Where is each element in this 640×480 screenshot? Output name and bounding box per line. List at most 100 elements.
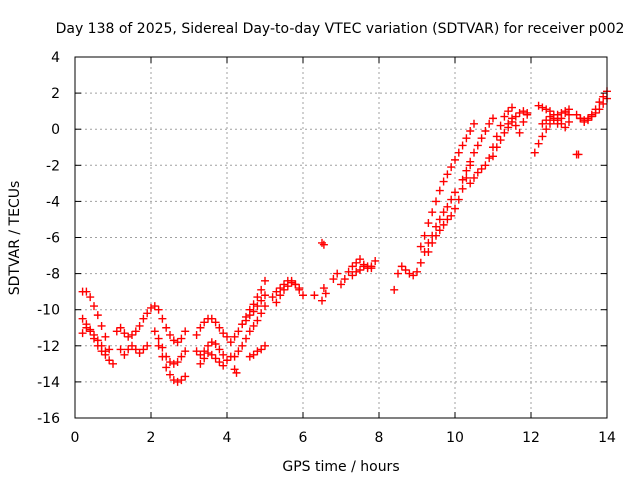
data-point [363,262,372,271]
data-point [401,265,410,274]
data-point [348,271,357,280]
data-point [561,108,570,117]
x-tick-label: 6 [299,430,308,446]
data-point [451,188,459,197]
x-tick-label: 2 [147,430,156,446]
data-point [565,105,573,114]
series-trace-d [112,303,155,341]
data-point [242,316,250,325]
data-point [466,179,475,188]
data-point [101,332,110,341]
data-point [139,345,148,354]
data-point [462,166,471,175]
data-point [158,343,167,352]
data-point [234,347,243,356]
data-point [599,92,608,101]
data-point [473,168,482,177]
data-point [435,186,444,195]
data-point [147,303,155,312]
data-point [268,293,277,302]
data-point [245,311,254,320]
x-tick-label: 4 [223,430,232,446]
data-point [245,327,254,336]
data-point [565,117,573,126]
data-point [158,352,167,361]
data-point [192,330,201,339]
data-point [90,330,98,339]
data-point [542,125,551,134]
y-tick-label: 2 [51,86,60,102]
data-point [481,127,490,136]
data-point [340,275,349,284]
data-point [223,332,231,341]
data-point [451,155,459,164]
data-point [591,105,600,114]
data-point [485,154,494,163]
series-trace-t [352,262,406,294]
data-point [200,318,209,327]
y-tick-label: -16 [37,411,60,427]
series-trace-j [192,338,231,365]
data-point [200,347,209,356]
data-point [546,119,554,128]
data-point [458,175,467,184]
data-point [416,258,425,267]
data-point [519,117,528,126]
data-point [204,341,212,350]
data-point [177,376,186,385]
x-tick-label: 12 [522,430,540,446]
data-point [166,370,174,379]
data-point [470,119,478,128]
data-point [454,195,463,204]
data-point [200,354,209,363]
data-point [169,376,178,385]
data-point [447,211,456,220]
data-point [405,269,414,278]
data-point [439,177,448,186]
data-point [352,258,361,267]
x-tick-label: 8 [375,430,384,446]
data-point [500,128,509,137]
data-point [238,341,247,350]
data-point [219,350,228,359]
y-tick-label: -12 [37,339,60,355]
data-point [511,112,520,121]
data-point [458,184,467,193]
x-axis-title: GPS time / hours [282,459,399,475]
data-point [82,287,91,296]
data-point [215,345,224,354]
data-point [234,327,243,336]
data-point [454,148,463,157]
data-point [546,112,554,121]
data-point [397,262,406,271]
data-point [462,173,471,182]
data-point [211,318,220,327]
data-point [166,330,174,339]
y-tick-label: 4 [51,50,60,66]
data-point [82,320,91,329]
data-point [173,377,182,386]
data-point [504,119,513,128]
data-point [249,307,258,316]
data-point [109,359,117,368]
data-point [371,256,380,265]
data-point [530,148,539,157]
data-point [143,341,152,350]
data-point [333,269,342,278]
data-point [447,195,456,204]
data-point [511,121,520,130]
data-point [318,296,326,305]
data-point [86,293,95,302]
series-trace-c [78,314,110,356]
data-point [242,334,250,343]
series-trace-aa [504,110,532,137]
series-trace-f [150,302,190,347]
y-axis-title: SDTVAR / TECUs [7,181,23,296]
data-point [576,114,585,123]
series-trace-o [230,341,269,377]
data-point [515,128,524,137]
data-point [352,267,361,276]
data-point [230,332,239,341]
data-point [261,302,269,311]
data-point [523,110,532,119]
